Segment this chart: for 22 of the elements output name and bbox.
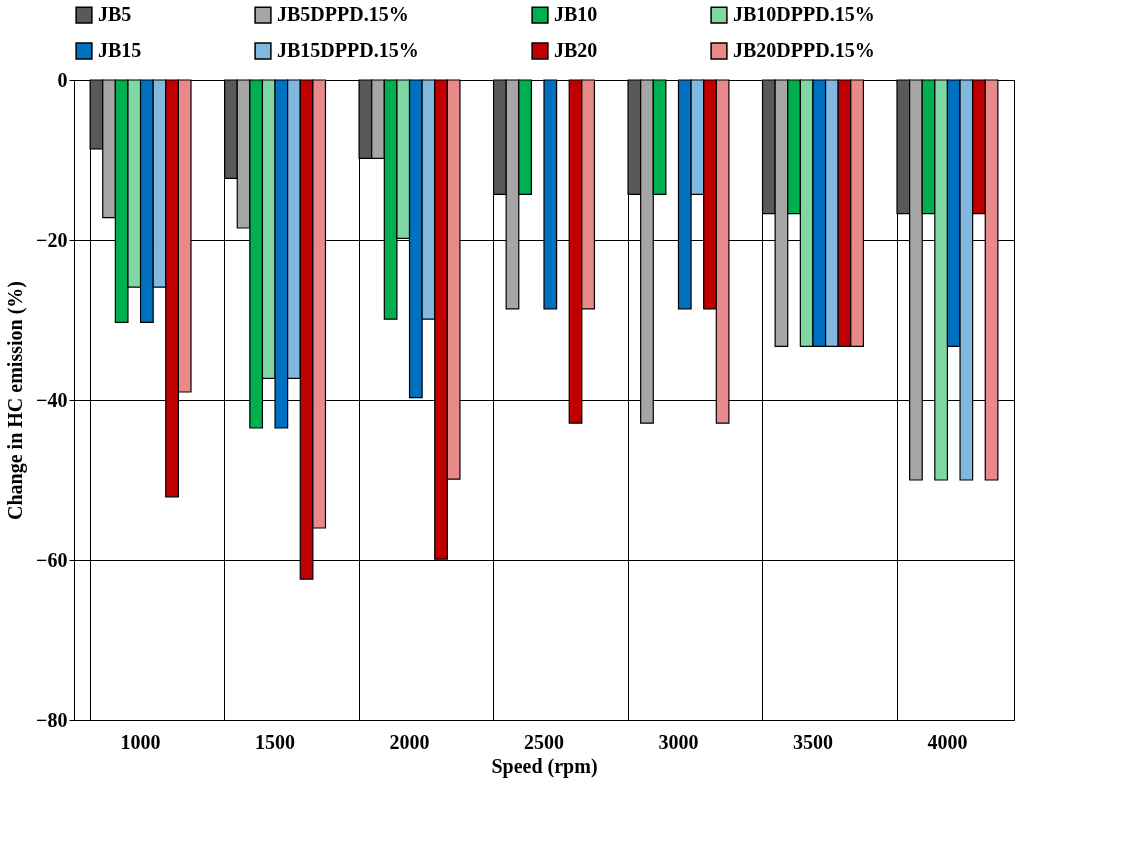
y-tick-label: −20 xyxy=(36,228,68,251)
legend-label: JB15 xyxy=(98,39,142,61)
x-tick-label: 2500 xyxy=(524,730,564,753)
x-axis-title: Speed (rpm) xyxy=(491,754,598,778)
y-tick-label: −80 xyxy=(36,708,68,731)
x-tick-label: 4000 xyxy=(927,730,968,753)
legend-label: JB10 xyxy=(554,3,598,26)
legend-label: JB20DPPD.15% xyxy=(733,39,875,61)
x-tick-label: 3500 xyxy=(792,730,833,753)
y-tick-label: −40 xyxy=(36,388,68,411)
legend-label: JB5DPPD.15% xyxy=(277,3,409,26)
x-tick-label: 1500 xyxy=(255,730,296,753)
y-tick-label: 0 xyxy=(57,68,68,91)
legend-label: JB5 xyxy=(98,3,132,26)
y-tick-label: −60 xyxy=(36,548,68,571)
legend-label: JB10DPPD.15% xyxy=(733,3,875,26)
x-tick-label: 2000 xyxy=(389,730,430,753)
legend-label: JB15DPPD.15% xyxy=(277,39,419,61)
y-axis-title: Change in HC emission (%) xyxy=(4,281,28,520)
x-tick-label: 1000 xyxy=(120,730,161,753)
legend-label: JB20 xyxy=(554,39,598,61)
x-tick-label: 3000 xyxy=(658,730,699,753)
